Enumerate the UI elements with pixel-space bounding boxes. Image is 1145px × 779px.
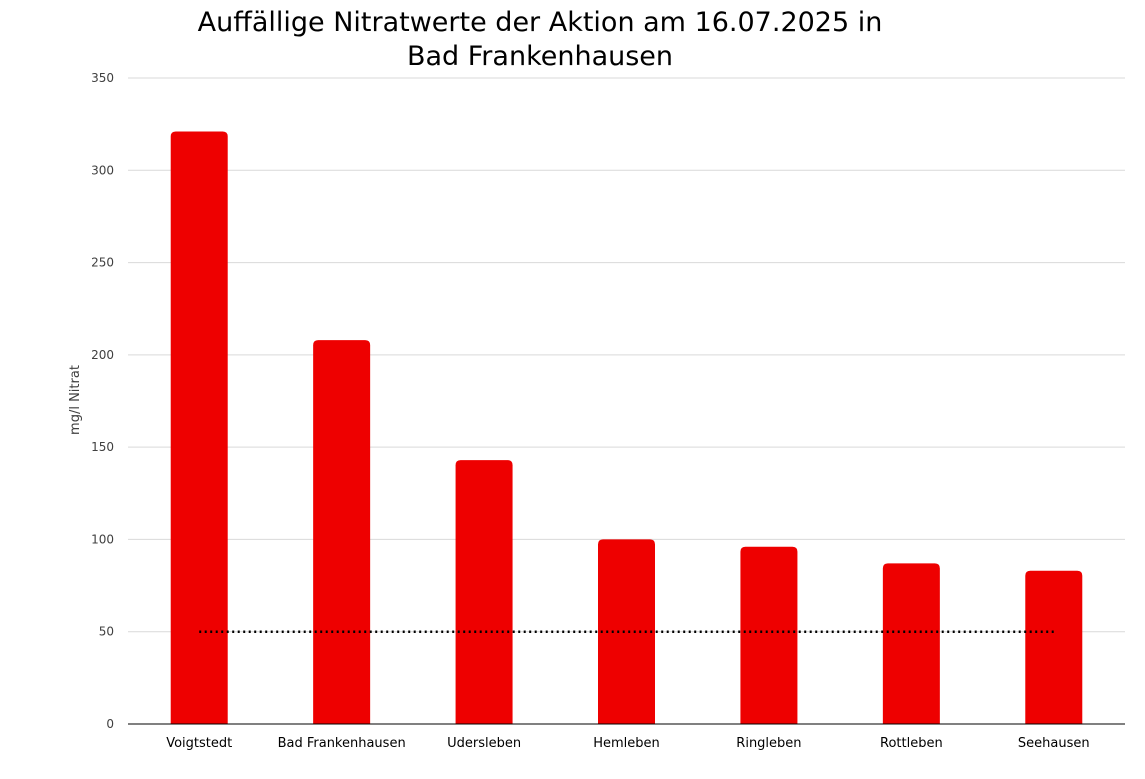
y-tick-label: 100 [91, 532, 114, 546]
bar-voigtstedt [170, 131, 228, 725]
y-tick-label: 200 [91, 348, 114, 362]
x-axis-categories: Voigtstedt Bad Frankenhausen Udersleben Hem… [166, 736, 1089, 751]
chart-title-line-2: Bad Frankenhausen [406, 41, 674, 72]
bar-rottleben [882, 563, 940, 724]
x-category-label: Ringleben [736, 736, 801, 751]
x-category-label: Udersleben [447, 736, 521, 751]
bar-ringleben [740, 546, 798, 724]
y-axis-ticks: 0 50 100 150 200 250 300 350 [91, 71, 114, 731]
y-tick-label: 250 [91, 256, 114, 270]
bar-seehausen [1025, 570, 1083, 724]
x-category-label: Voigtstedt [166, 736, 232, 751]
y-tick-label: 0 [106, 717, 114, 731]
x-category-label: Rottleben [880, 736, 943, 751]
bar-hemleben [598, 539, 655, 724]
y-tick-label: 300 [91, 163, 114, 177]
x-category-label: Hemleben [593, 736, 660, 751]
bars [170, 131, 1083, 725]
x-category-label: Bad Frankenhausen [278, 736, 406, 751]
y-tick-label: 150 [91, 440, 114, 454]
y-tick-label: 350 [91, 71, 114, 85]
y-tick-label: 50 [99, 625, 114, 639]
bar-udersleben [455, 460, 513, 724]
bar-bad-frankenhausen [313, 340, 371, 724]
chart-title: Auffällige Nitratwerte der Aktion am 16.… [140, 6, 940, 74]
x-category-label: Seehausen [1018, 736, 1090, 751]
chart-title-line-1: Auffällige Nitratwerte der Aktion am 16.… [197, 7, 883, 38]
